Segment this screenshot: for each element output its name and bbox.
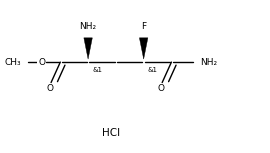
Text: O: O [46,84,53,93]
Text: NH₂: NH₂ [80,22,97,31]
Text: HCl: HCl [102,128,120,138]
Text: &1: &1 [148,67,158,73]
Polygon shape [84,38,92,59]
Text: F: F [141,22,146,31]
Text: &1: &1 [92,67,102,73]
Polygon shape [139,38,148,59]
Text: CH₃: CH₃ [4,58,21,67]
Text: O: O [157,84,164,93]
Text: O: O [38,58,45,67]
Text: NH₂: NH₂ [201,58,218,67]
